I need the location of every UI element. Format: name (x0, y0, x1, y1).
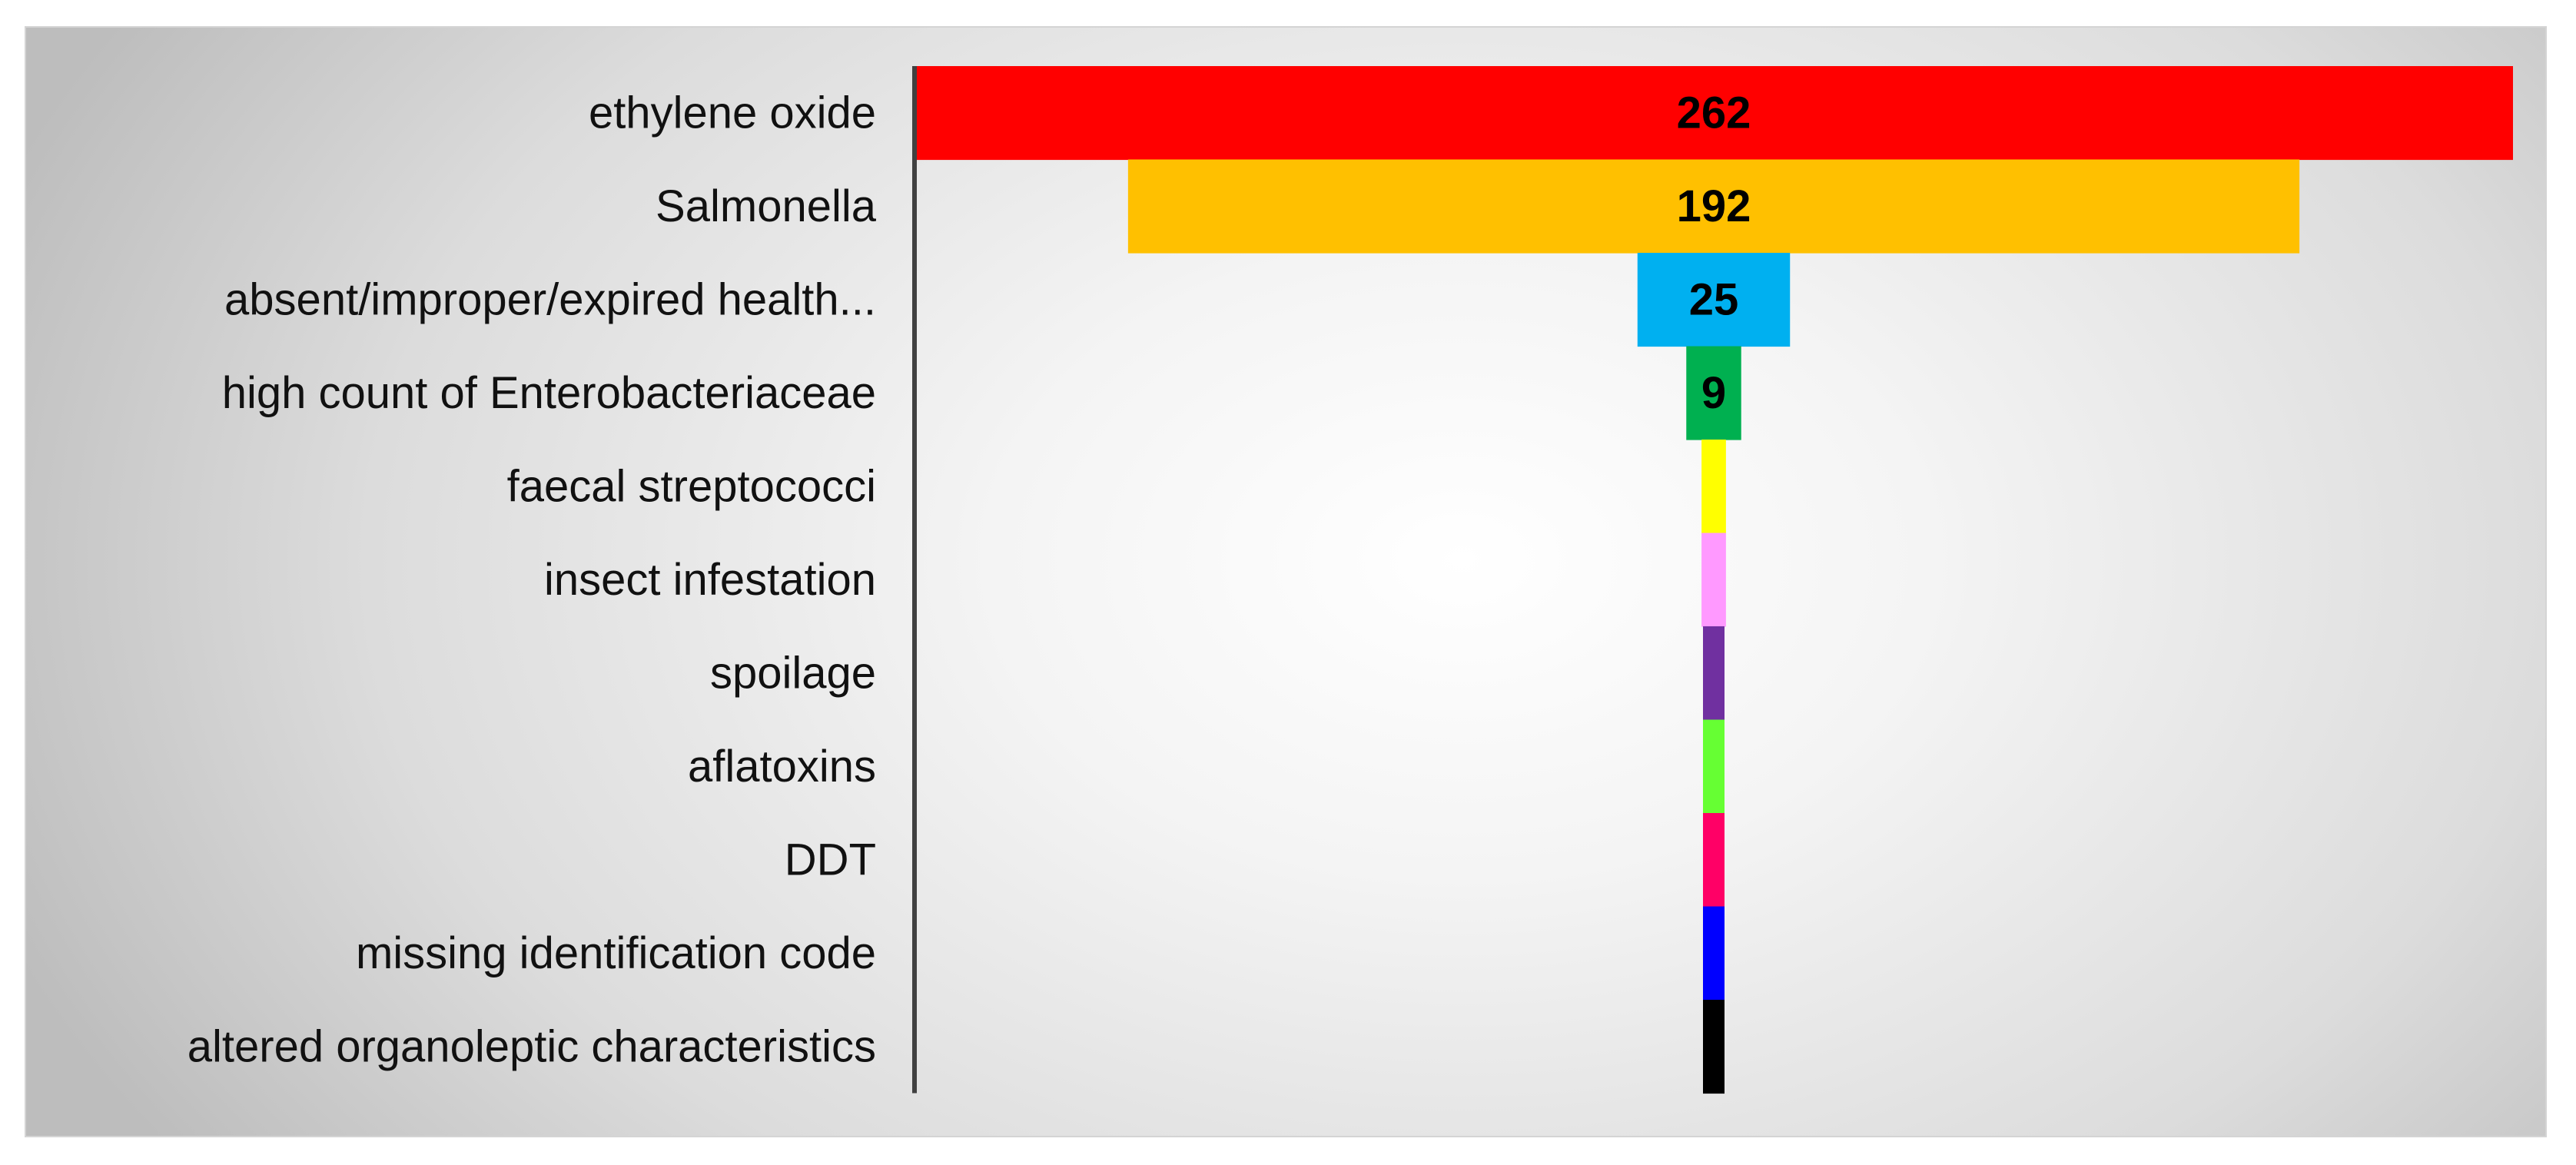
category-label: absent/improper/expired health... (224, 274, 876, 324)
data-label: 9 (1701, 368, 1726, 418)
data-label: 262 (1677, 88, 1751, 138)
bar-11 (1703, 1000, 1725, 1094)
bars-group (915, 66, 2513, 1094)
data-label: 25 (1689, 274, 1739, 324)
bar-9 (1703, 813, 1725, 908)
data-labels-group: 262 192 25 9 (1677, 88, 1751, 418)
category-label: faecal streptococci (507, 461, 876, 511)
chart-area: ethylene oxide Salmonella absent/improper/… (25, 26, 2547, 1137)
bar-6 (1701, 533, 1726, 627)
bar-5 (1701, 440, 1726, 534)
bar-7 (1703, 626, 1725, 721)
category-label: Salmonella (656, 181, 877, 231)
bar-4 (1686, 346, 1741, 440)
category-label: missing identification code (356, 928, 876, 978)
category-label: aflatoxins (688, 742, 876, 792)
data-label: 192 (1677, 181, 1751, 231)
category-label: high count of Enterobacteriaceae (222, 368, 876, 418)
category-labels-group: ethylene oxide Salmonella absent/improper/… (188, 88, 877, 1071)
bar-1 (915, 66, 2513, 161)
category-label: spoilage (710, 648, 876, 698)
category-label: insect infestation (544, 555, 876, 605)
category-label: altered organoleptic characteristics (188, 1021, 876, 1071)
bar-2 (1127, 159, 2300, 254)
bar-10 (1703, 906, 1725, 1001)
category-label: ethylene oxide (589, 88, 876, 138)
bar-3 (1637, 253, 1791, 347)
bar-8 (1703, 719, 1725, 814)
category-label: DDT (785, 835, 876, 885)
funnel-chart: ethylene oxide Salmonella absent/improper/… (188, 66, 2513, 1094)
